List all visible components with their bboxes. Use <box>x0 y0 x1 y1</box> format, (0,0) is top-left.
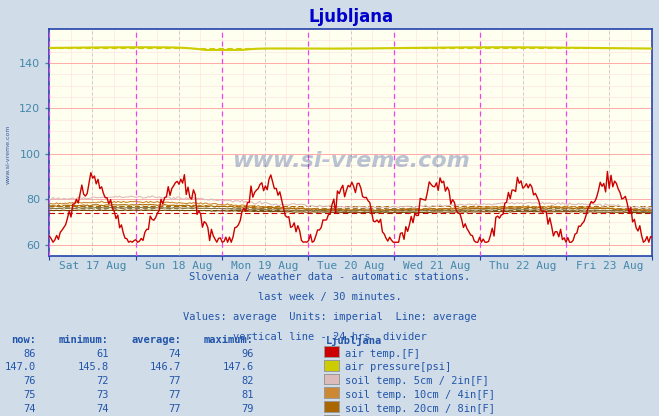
Text: Slovenia / weather data - automatic stations.: Slovenia / weather data - automatic stat… <box>189 272 470 282</box>
Text: air temp.[F]: air temp.[F] <box>345 349 420 359</box>
Title: Ljubljana: Ljubljana <box>308 8 393 26</box>
Text: 82: 82 <box>241 376 254 386</box>
Text: 96: 96 <box>241 349 254 359</box>
Text: www.si-vreme.com: www.si-vreme.com <box>5 124 11 184</box>
Text: now:: now: <box>11 335 36 345</box>
Text: 74: 74 <box>96 404 109 414</box>
Text: 147.6: 147.6 <box>223 362 254 372</box>
Text: Ljubljana: Ljubljana <box>326 335 382 346</box>
Text: 145.8: 145.8 <box>78 362 109 372</box>
Text: Values: average  Units: imperial  Line: average: Values: average Units: imperial Line: av… <box>183 312 476 322</box>
Text: 61: 61 <box>96 349 109 359</box>
Text: soil temp. 5cm / 2in[F]: soil temp. 5cm / 2in[F] <box>345 376 488 386</box>
Text: 72: 72 <box>96 376 109 386</box>
Text: 77: 77 <box>169 390 181 400</box>
Text: 79: 79 <box>241 404 254 414</box>
Text: average:: average: <box>131 335 181 345</box>
Text: 74: 74 <box>169 349 181 359</box>
Text: soil temp. 20cm / 8in[F]: soil temp. 20cm / 8in[F] <box>345 404 495 414</box>
Text: air pressure[psi]: air pressure[psi] <box>345 362 451 372</box>
Text: 77: 77 <box>169 404 181 414</box>
Text: last week / 30 minutes.: last week / 30 minutes. <box>258 292 401 302</box>
Text: 76: 76 <box>24 376 36 386</box>
Text: vertical line - 24 hrs  divider: vertical line - 24 hrs divider <box>233 332 426 342</box>
Text: 86: 86 <box>24 349 36 359</box>
Text: 81: 81 <box>241 390 254 400</box>
Text: 73: 73 <box>96 390 109 400</box>
Text: 74: 74 <box>24 404 36 414</box>
Text: minimum:: minimum: <box>59 335 109 345</box>
Text: 147.0: 147.0 <box>5 362 36 372</box>
Text: maximum:: maximum: <box>204 335 254 345</box>
Text: 75: 75 <box>24 390 36 400</box>
Text: 146.7: 146.7 <box>150 362 181 372</box>
Text: www.si-vreme.com: www.si-vreme.com <box>232 151 470 171</box>
Text: soil temp. 10cm / 4in[F]: soil temp. 10cm / 4in[F] <box>345 390 495 400</box>
Text: 77: 77 <box>169 376 181 386</box>
